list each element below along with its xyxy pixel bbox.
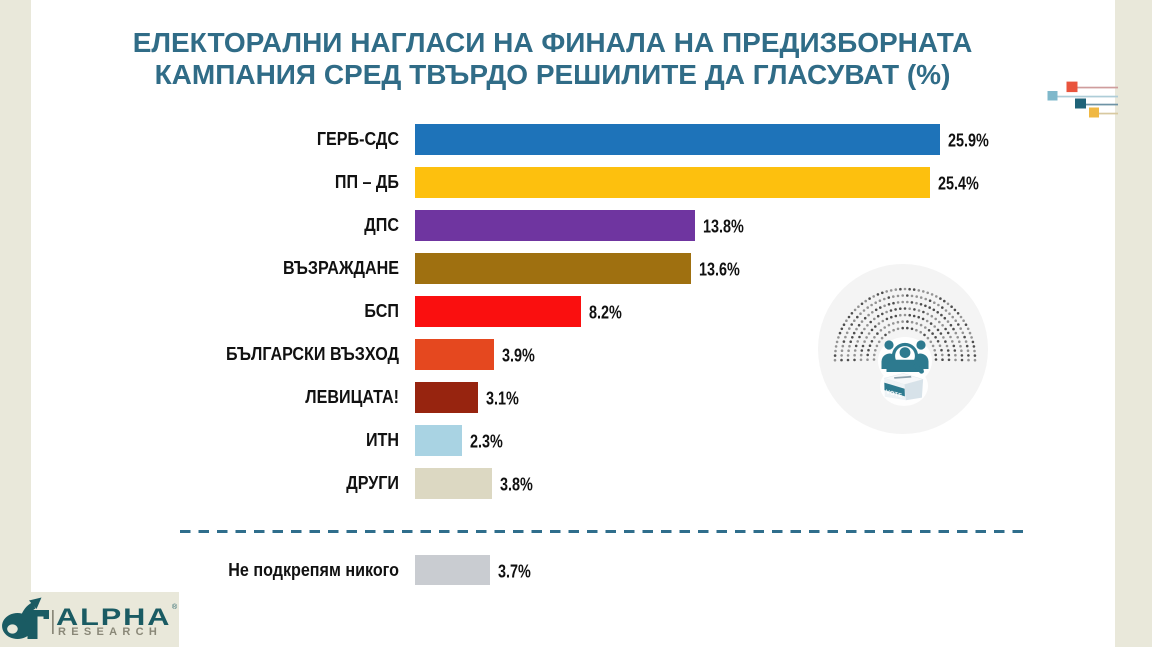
svg-text:RESEARCH: RESEARCH: [58, 626, 162, 638]
svg-text:®: ®: [172, 603, 178, 611]
svg-text:VOTE: VOTE: [886, 389, 902, 399]
svg-text:ALPHA: ALPHA: [56, 603, 171, 630]
